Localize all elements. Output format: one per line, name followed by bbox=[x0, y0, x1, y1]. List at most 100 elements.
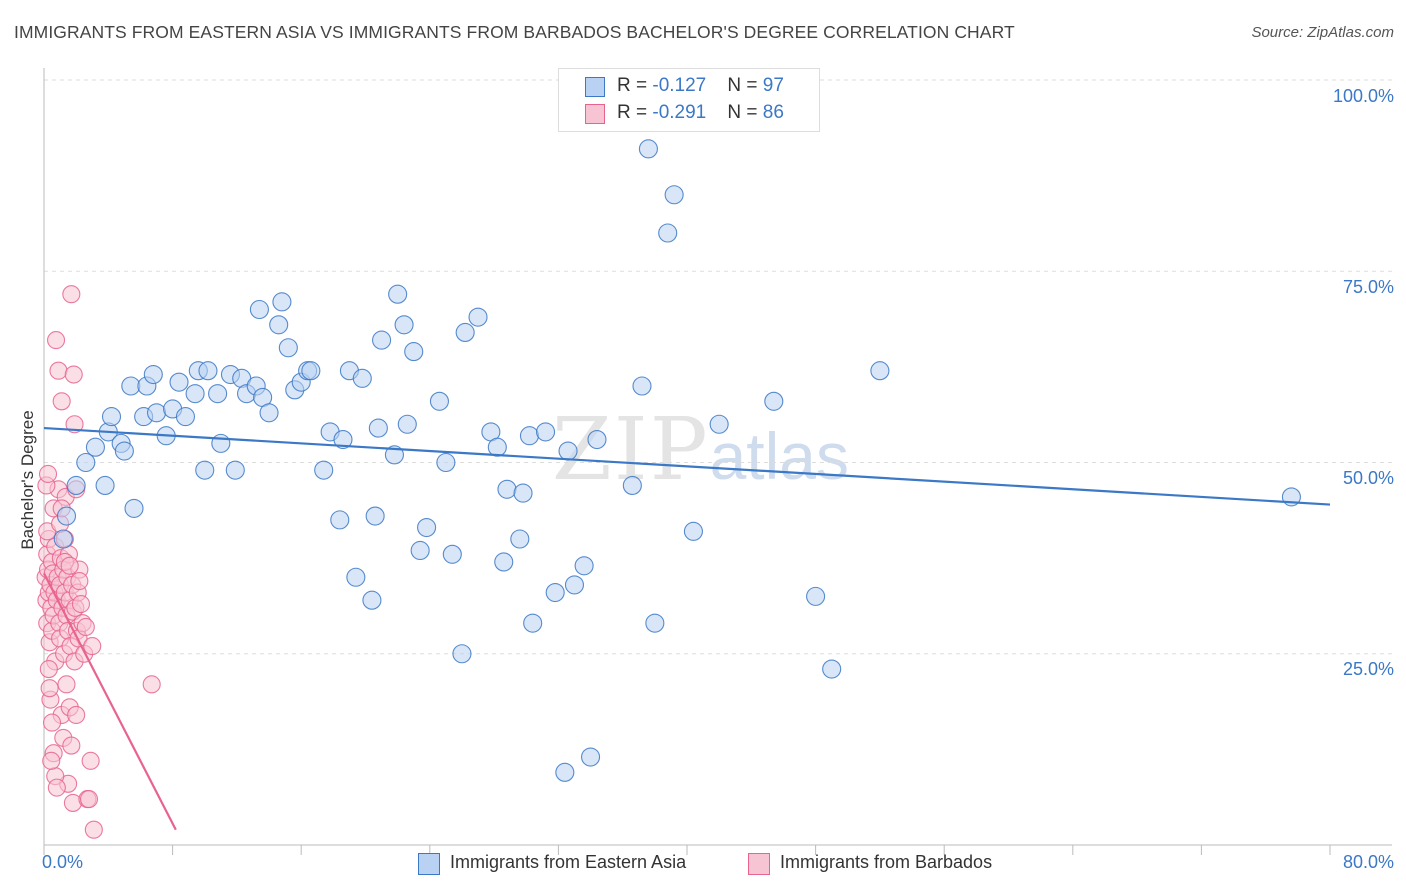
eastern-asia-point bbox=[66, 475, 86, 496]
blue-swatch-icon bbox=[585, 77, 605, 97]
barbados-point bbox=[71, 594, 91, 614]
y-tick-100: 100.0% bbox=[1332, 86, 1394, 106]
barbados-point bbox=[40, 679, 59, 698]
eastern-asia-point bbox=[622, 475, 642, 496]
y-tick-25: 25.0% bbox=[1342, 659, 1394, 679]
eastern-asia-point bbox=[558, 441, 578, 461]
trend-lines bbox=[43, 426, 1331, 831]
barbados-point bbox=[84, 820, 103, 839]
eastern-asia-point bbox=[169, 372, 189, 392]
barbados-point bbox=[79, 790, 99, 809]
r-label: R = bbox=[617, 75, 653, 96]
eastern-asia-point bbox=[806, 586, 826, 606]
eastern-asia-point bbox=[249, 299, 269, 320]
eastern-asia-point bbox=[436, 452, 456, 473]
y-axis-label-text: Bachelor's Degree bbox=[18, 410, 37, 550]
eastern-asia-point bbox=[494, 552, 514, 572]
eastern-asia-point bbox=[555, 762, 575, 782]
eastern-asia-point bbox=[198, 361, 218, 381]
eastern-asia-point bbox=[497, 479, 517, 499]
barbados-point bbox=[42, 713, 62, 732]
eastern-asia-point bbox=[404, 342, 424, 362]
eastern-asia-point bbox=[185, 384, 205, 404]
eastern-asia-points bbox=[53, 139, 1301, 782]
eastern-asia-point bbox=[225, 460, 245, 480]
barbados-point bbox=[81, 751, 100, 770]
n-value: 97 bbox=[762, 75, 784, 96]
eastern-asia-point bbox=[764, 391, 784, 411]
eastern-asia-point bbox=[259, 403, 279, 423]
barbados-point bbox=[142, 675, 161, 694]
eastern-asia-point bbox=[523, 613, 543, 633]
eastern-asia-point bbox=[346, 567, 366, 587]
x-tick-max: 80.0% bbox=[1342, 852, 1394, 872]
eastern-asia-point bbox=[146, 403, 167, 423]
barbados-point bbox=[62, 736, 81, 755]
eastern-asia-point bbox=[301, 361, 321, 381]
r-value: -0.291 bbox=[652, 102, 707, 123]
eastern-asia-point bbox=[645, 613, 665, 633]
barbados-point bbox=[83, 637, 102, 656]
barbados-trend-line bbox=[43, 572, 177, 831]
eastern-asia-point bbox=[468, 307, 488, 327]
eastern-asia-point bbox=[114, 441, 134, 461]
eastern-asia-point bbox=[513, 483, 533, 503]
legend-pink-swatch-icon bbox=[748, 853, 770, 875]
eastern-asia-point bbox=[580, 747, 601, 767]
barbados-point bbox=[42, 751, 61, 770]
barbados-point bbox=[65, 415, 84, 434]
legend-label: Immigrants from Eastern Asia bbox=[450, 852, 687, 872]
barbados-point bbox=[76, 617, 95, 637]
eastern-asia-point bbox=[510, 529, 530, 549]
n-label: N = bbox=[727, 75, 763, 96]
eastern-asia-point bbox=[56, 506, 77, 526]
barbados-point bbox=[38, 464, 58, 484]
eastern-asia-point bbox=[195, 460, 215, 480]
chart-title: IMMIGRANTS FROM EASTERN ASIA VS IMMIGRAN… bbox=[14, 22, 1015, 42]
barbados-point bbox=[47, 331, 66, 350]
barbados-point bbox=[47, 778, 66, 797]
barbados-points bbox=[36, 285, 161, 839]
barbados-point bbox=[60, 556, 79, 575]
correlation-stats-box: R = -0.127 N = 97 R = -0.291 N = 86 bbox=[558, 68, 820, 132]
eastern-asia-point bbox=[272, 292, 292, 312]
eastern-asia-point bbox=[211, 433, 231, 453]
eastern-asia-point bbox=[175, 407, 196, 427]
barbados-point bbox=[57, 675, 76, 694]
barbados-point bbox=[64, 365, 83, 384]
eastern-asia-point bbox=[397, 414, 417, 434]
eastern-asia-point bbox=[314, 460, 334, 480]
y-tick-75: 75.0% bbox=[1342, 277, 1394, 297]
eastern-asia-point bbox=[429, 391, 449, 411]
legend-blue-swatch-icon bbox=[418, 853, 440, 875]
y-tick-50: 50.0% bbox=[1342, 468, 1394, 488]
grid-lines bbox=[44, 79, 1392, 655]
pink-swatch-icon bbox=[585, 104, 605, 124]
eastern-asia-point bbox=[545, 582, 565, 603]
eastern-asia-point bbox=[822, 659, 842, 679]
eastern-asia-point bbox=[683, 521, 703, 541]
eastern-asia-point bbox=[574, 556, 594, 576]
barbados-point bbox=[67, 705, 86, 725]
eastern-asia-point bbox=[442, 544, 462, 564]
r-label: R = bbox=[617, 102, 653, 123]
eastern-asia-point bbox=[417, 517, 437, 538]
eastern-asia-point bbox=[384, 445, 404, 465]
eastern-asia-trend-line bbox=[43, 426, 1331, 506]
eastern-asia-point bbox=[85, 437, 105, 457]
eastern-asia-point bbox=[53, 529, 73, 549]
eastern-asia-point bbox=[330, 510, 350, 530]
eastern-asia-point bbox=[632, 376, 652, 396]
barbados-point bbox=[39, 659, 58, 679]
x-tick-min: 0.0% bbox=[42, 852, 84, 872]
eastern-asia-point bbox=[452, 644, 472, 664]
eastern-asia-point bbox=[410, 540, 430, 561]
barbados-point bbox=[52, 392, 71, 411]
eastern-asia-point bbox=[519, 426, 540, 446]
eastern-asia-point bbox=[76, 452, 96, 473]
eastern-asia-point bbox=[208, 384, 228, 404]
eastern-asia-point bbox=[124, 498, 144, 518]
eastern-asia-point bbox=[870, 361, 890, 381]
eastern-asia-point bbox=[143, 364, 163, 385]
